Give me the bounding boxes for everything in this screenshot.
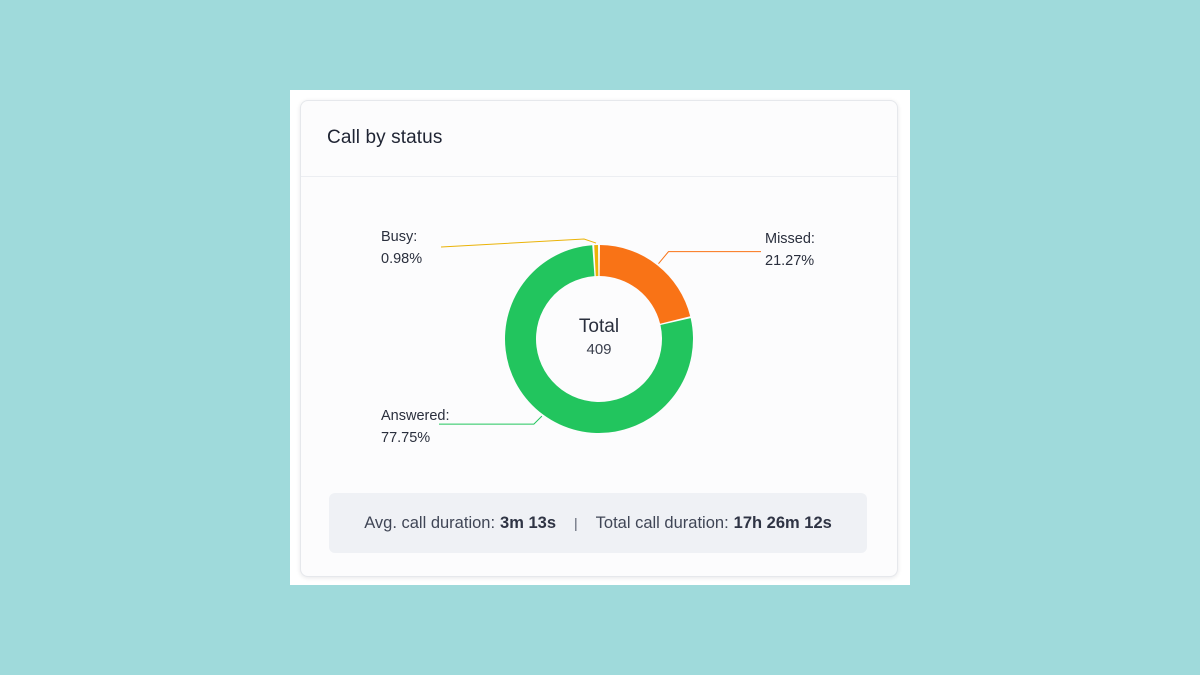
- leader-line-busy: [440, 238, 597, 248]
- card-header: Call by status: [301, 101, 897, 177]
- card-title: Call by status: [327, 127, 443, 148]
- slice-percent-missed: 21.27%: [765, 253, 814, 269]
- summary-separator: |: [574, 515, 578, 531]
- center-total-value: 409: [586, 341, 611, 358]
- total-duration-value: 17h 26m 12s: [733, 513, 832, 532]
- call-status-card: Call by status Missed: 21.27% Answered: 77.…: [300, 100, 898, 577]
- call-duration-summary: Avg. call duration: 3m 13s | Total call …: [329, 493, 867, 553]
- card-frame: Call by status Missed: 21.27% Answered: 77.…: [290, 90, 910, 585]
- avg-duration-value: 3m 13s: [500, 513, 557, 532]
- total-duration-label: Total call duration:: [595, 513, 729, 532]
- slice-missed[interactable]: [599, 245, 691, 324]
- slice-percent-answered: 77.75%: [381, 430, 430, 446]
- slice-busy[interactable]: [594, 245, 599, 277]
- slice-percent-busy: 0.98%: [381, 251, 422, 267]
- center-total-label: Total: [579, 316, 619, 337]
- leader-line-missed: [658, 251, 761, 264]
- slice-answered[interactable]: [505, 245, 693, 433]
- slice-label-busy: Busy:: [381, 229, 417, 245]
- slice-label-answered: Answered:: [381, 408, 450, 424]
- leader-line-answered: [439, 415, 543, 425]
- avg-duration-label: Avg. call duration:: [364, 513, 496, 532]
- slice-label-missed: Missed:: [765, 231, 815, 247]
- call-status-donut-chart: Missed: 21.27% Answered: 77.75% Busy: 0.98% T…: [381, 229, 815, 446]
